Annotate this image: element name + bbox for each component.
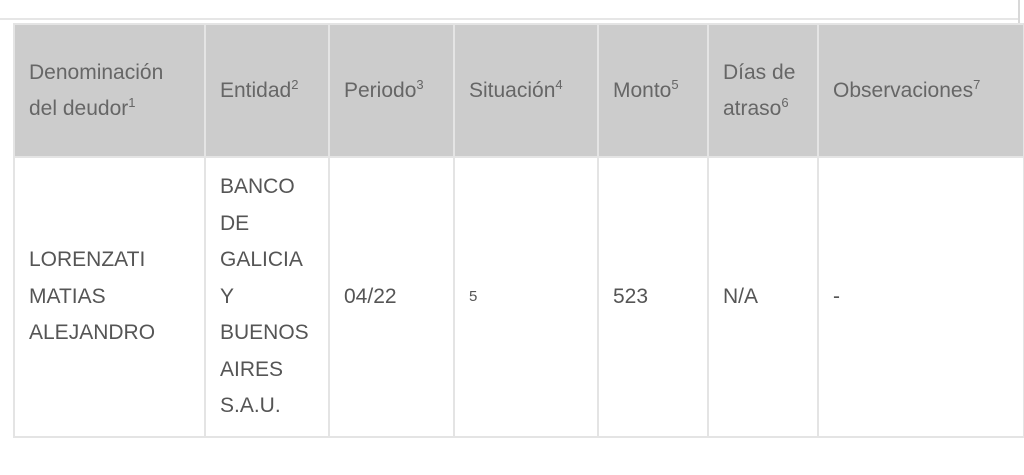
footnote-ref: 2 bbox=[291, 76, 299, 92]
header-label: Periodo bbox=[344, 78, 417, 102]
cell-monto: 523 bbox=[597, 156, 709, 438]
cell-entidad: BANCO DE GALICIA Y BUENOS AIRES S.A.U. bbox=[204, 156, 330, 438]
header-periodo: Periodo3 bbox=[328, 23, 455, 158]
header-monto: Monto5 bbox=[597, 23, 709, 158]
footnote-ref: 5 bbox=[671, 76, 679, 92]
table-row: LORENZATI MATIAS ALEJANDRO BANCO DE GALI… bbox=[13, 156, 1024, 438]
header-label: Situación bbox=[469, 78, 556, 102]
header-observaciones: Observaciones7 bbox=[817, 23, 1024, 158]
cell-observaciones: - bbox=[817, 156, 1024, 438]
header-label: Entidad bbox=[220, 78, 292, 102]
cell-dias-atraso: N/A bbox=[707, 156, 819, 438]
container-border bbox=[1018, 0, 1020, 23]
footnote-ref: 6 bbox=[781, 94, 789, 110]
footnote-ref: 7 bbox=[973, 76, 981, 92]
cell-deudor: LORENZATI MATIAS ALEJANDRO bbox=[13, 156, 206, 438]
debt-table: Denominación del deudor1 Entidad2 Period… bbox=[13, 23, 1024, 438]
header-label: Monto bbox=[613, 78, 672, 102]
cell-periodo: 04/22 bbox=[328, 156, 455, 438]
footnote-ref: 1 bbox=[128, 94, 136, 110]
section-divider bbox=[0, 18, 1018, 20]
header-row: Denominación del deudor1 Entidad2 Period… bbox=[13, 23, 1024, 158]
footnote-ref: 4 bbox=[555, 76, 563, 92]
header-dias-atraso: Días de atraso6 bbox=[707, 23, 819, 158]
header-deudor: Denominación del deudor1 bbox=[13, 23, 206, 158]
cell-situacion: 5 bbox=[453, 156, 599, 438]
header-label: Días de atraso bbox=[723, 60, 796, 120]
header-label: Denominación del deudor bbox=[29, 60, 164, 120]
footnote-ref: 3 bbox=[416, 76, 424, 92]
header-situacion: Situación4 bbox=[453, 23, 599, 158]
header-entidad: Entidad2 bbox=[204, 23, 330, 158]
header-label: Observaciones bbox=[833, 78, 974, 102]
